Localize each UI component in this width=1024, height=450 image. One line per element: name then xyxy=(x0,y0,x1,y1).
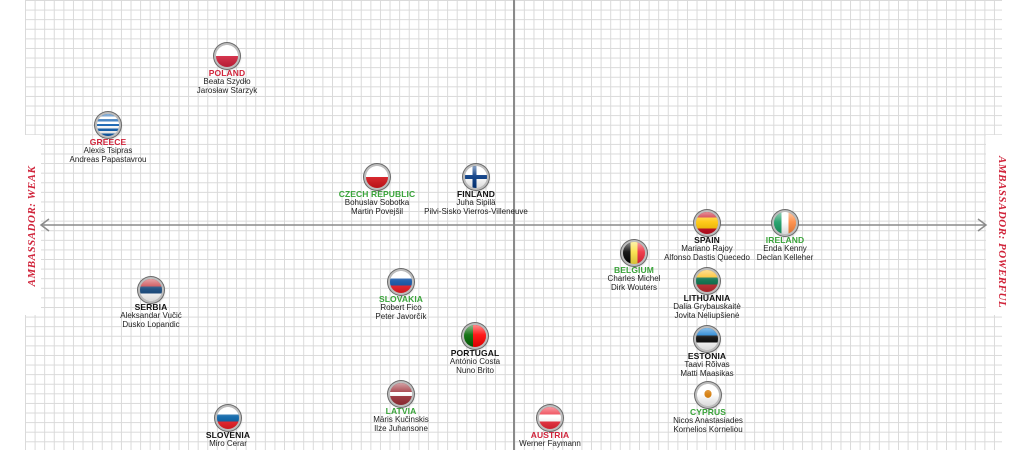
leader-name: Alexis Tsipras xyxy=(83,146,133,155)
flag-latvia-icon xyxy=(390,383,412,405)
leader-name: Mariano Rajoy xyxy=(681,244,733,253)
flag-belgium-icon xyxy=(623,242,645,264)
ambassador-name: Ilze Juhansone xyxy=(374,423,428,433)
ambassador-name: Alfonso Dastis Quecedo xyxy=(664,252,750,262)
flag-portugal-icon xyxy=(464,325,486,347)
country-name: CYPRUS xyxy=(689,407,727,417)
leader-name: Aleksandar Vučić xyxy=(120,311,182,320)
country-entry-slovakia: SLOVAKIA Robert Fico Peter Javorčík xyxy=(316,271,486,321)
country-entry-finland: FINLAND Juha Sipilä Pilvi-Sisko Vierros-Vi… xyxy=(391,166,561,216)
vertical-axis-line xyxy=(513,0,515,450)
country-entry-portugal: PORTUGAL António Costa Nuno Brito xyxy=(390,325,560,375)
leader-name: Dalia Grybauskaitė xyxy=(673,302,741,311)
leader-name: Māris Kučinskis xyxy=(373,415,429,424)
country-name: SPAIN xyxy=(694,235,720,245)
country-name: POLAND xyxy=(208,68,246,78)
country-name: SLOVAKIA xyxy=(378,294,424,304)
leader-name: Miro Cerar xyxy=(209,439,247,448)
country-entry-spain: SPAIN Mariano Rajoy Alfonso Dastis Quecedo xyxy=(622,212,792,262)
country-entry-ireland: IRELAND Enda Kenny Declan Kelleher xyxy=(700,212,870,262)
flag-ireland-icon xyxy=(774,212,796,234)
ambassador-name: Dirk Wouters xyxy=(610,282,658,292)
ambassador-name: Nuno Brito xyxy=(456,365,494,375)
leader-name: Bohuslav Sobotka xyxy=(344,198,410,207)
ambassador-name: Dusko Lopandic xyxy=(122,319,180,329)
country-name: LITHUANIA xyxy=(683,293,731,303)
country-entry-czech-republic: CZECH REPUBLIC Bohuslav Sobotka Martin Pov… xyxy=(292,166,462,216)
country-name: SERBIA xyxy=(134,302,168,312)
ambassador-name: Martin Povejšil xyxy=(350,206,403,216)
ambassador-name: Peter Javorčík xyxy=(375,311,427,321)
country-name: ESTONIA xyxy=(687,351,727,361)
ambassador-name: Declan Kelleher xyxy=(756,252,814,262)
leader-name: Nicos Anastasiades xyxy=(673,416,743,425)
country-entry-estonia: ESTONIA Taavi Rõivas Matti Maasikas xyxy=(622,328,792,378)
country-name: GREECE xyxy=(89,137,127,147)
country-entry-lithuania: LITHUANIA Dalia Grybauskaitė Jovita Neliup… xyxy=(622,270,792,320)
country-name: PORTUGAL xyxy=(450,348,500,358)
left-margin-gap xyxy=(25,135,41,315)
flag-slovakia-icon xyxy=(390,271,412,293)
ambassador-name: Pilvi-Sisko Vierros-Villeneuve xyxy=(424,206,528,216)
country-name: IRELAND xyxy=(765,235,805,245)
country-name: LATVIA xyxy=(385,406,417,416)
country-entry-cyprus: CYPRUS Nicos Anastasiades Kornelios Kornel… xyxy=(623,384,793,434)
leader-name: Robert Fico xyxy=(380,303,422,312)
country-entry-slovenia: SLOVENIA Miro Cerar xyxy=(143,407,313,449)
flag-spain-icon xyxy=(696,212,718,234)
leader-name: Enda Kenny xyxy=(763,244,807,253)
leader-name: Juha Sipilä xyxy=(456,198,496,207)
flag-cyprus-icon xyxy=(697,384,719,406)
flag-serbia-icon xyxy=(140,279,162,301)
country-entry-austria: AUSTRIA Werner Faymann xyxy=(465,407,635,449)
country-entry-belgium: BELGIUM Charles Michel Dirk Wouters xyxy=(549,242,719,292)
country-name: FINLAND xyxy=(457,189,495,199)
arrow-left-icon xyxy=(39,218,50,232)
flag-czech-republic-icon xyxy=(366,166,388,188)
flag-poland-icon xyxy=(216,45,238,67)
leader-name: Beata Szydło xyxy=(203,77,251,86)
flag-slovenia-icon xyxy=(217,407,239,429)
country-entry-greece: GREECE Alexis Tsipras Andreas Papastavrou xyxy=(23,114,193,164)
country-entry-poland: POLAND Beata Szydło Jarosław Starzyk xyxy=(142,45,312,95)
ambassador-name: Jarosław Starzyk xyxy=(196,85,258,95)
ambassador-name: Kornelios Korneliou xyxy=(673,424,743,434)
flag-lithuania-icon xyxy=(696,270,718,292)
country-name: BELGIUM xyxy=(614,265,654,275)
leader-name: António Costa xyxy=(449,357,501,366)
ambassador-name: Matti Maasikas xyxy=(680,368,734,378)
arrow-right-icon xyxy=(977,218,988,232)
country-entry-latvia: LATVIA Māris Kučinskis Ilze Juhansone xyxy=(316,383,486,433)
flag-greece-icon xyxy=(97,114,119,136)
flag-estonia-icon xyxy=(696,328,718,350)
right-margin-gap xyxy=(986,135,1002,315)
flag-finland-icon xyxy=(465,166,487,188)
country-name: AUSTRIA xyxy=(530,430,570,440)
leader-name: Taavi Rõivas xyxy=(684,360,730,369)
country-entry-serbia: SERBIA Aleksandar Vučić Dusko Lopandic xyxy=(66,279,236,329)
leader-name: Werner Faymann xyxy=(519,439,581,448)
ambassador-name: Jovita Neliupšienė xyxy=(674,310,740,320)
country-name: CZECH REPUBLIC xyxy=(338,189,416,199)
ambassador-name: Andreas Papastavrou xyxy=(69,154,147,164)
country-name: SLOVENIA xyxy=(205,430,251,440)
leader-name: Charles Michel xyxy=(607,274,661,283)
flag-austria-icon xyxy=(539,407,561,429)
